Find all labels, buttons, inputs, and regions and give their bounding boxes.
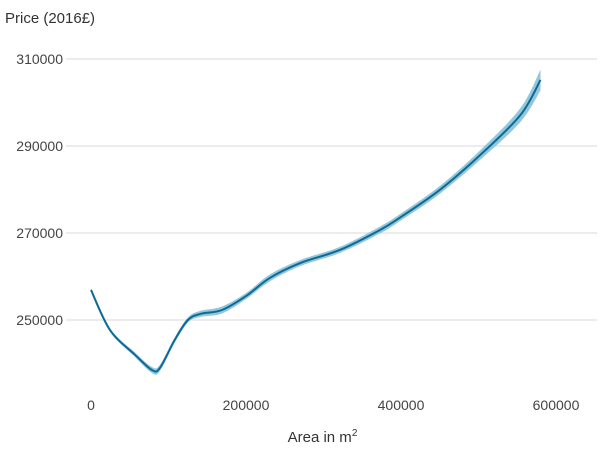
confidence-ribbon (91, 69, 541, 375)
y-tick-label: 310000 (16, 51, 63, 67)
x-tick-label: 400000 (377, 397, 425, 413)
y-tick-label: 290000 (16, 138, 63, 154)
x-tick-label: 0 (87, 397, 95, 413)
y-tick-label: 250000 (16, 312, 63, 328)
y-tick-label: 270000 (16, 225, 63, 241)
x-tick-label: 600000 (532, 397, 580, 413)
y-axis-title: Price (2016£) (5, 10, 96, 27)
x-tick-label: 200000 (222, 397, 270, 413)
price-line (90, 79, 542, 373)
x-axis-title: Area in m2 (287, 428, 358, 446)
